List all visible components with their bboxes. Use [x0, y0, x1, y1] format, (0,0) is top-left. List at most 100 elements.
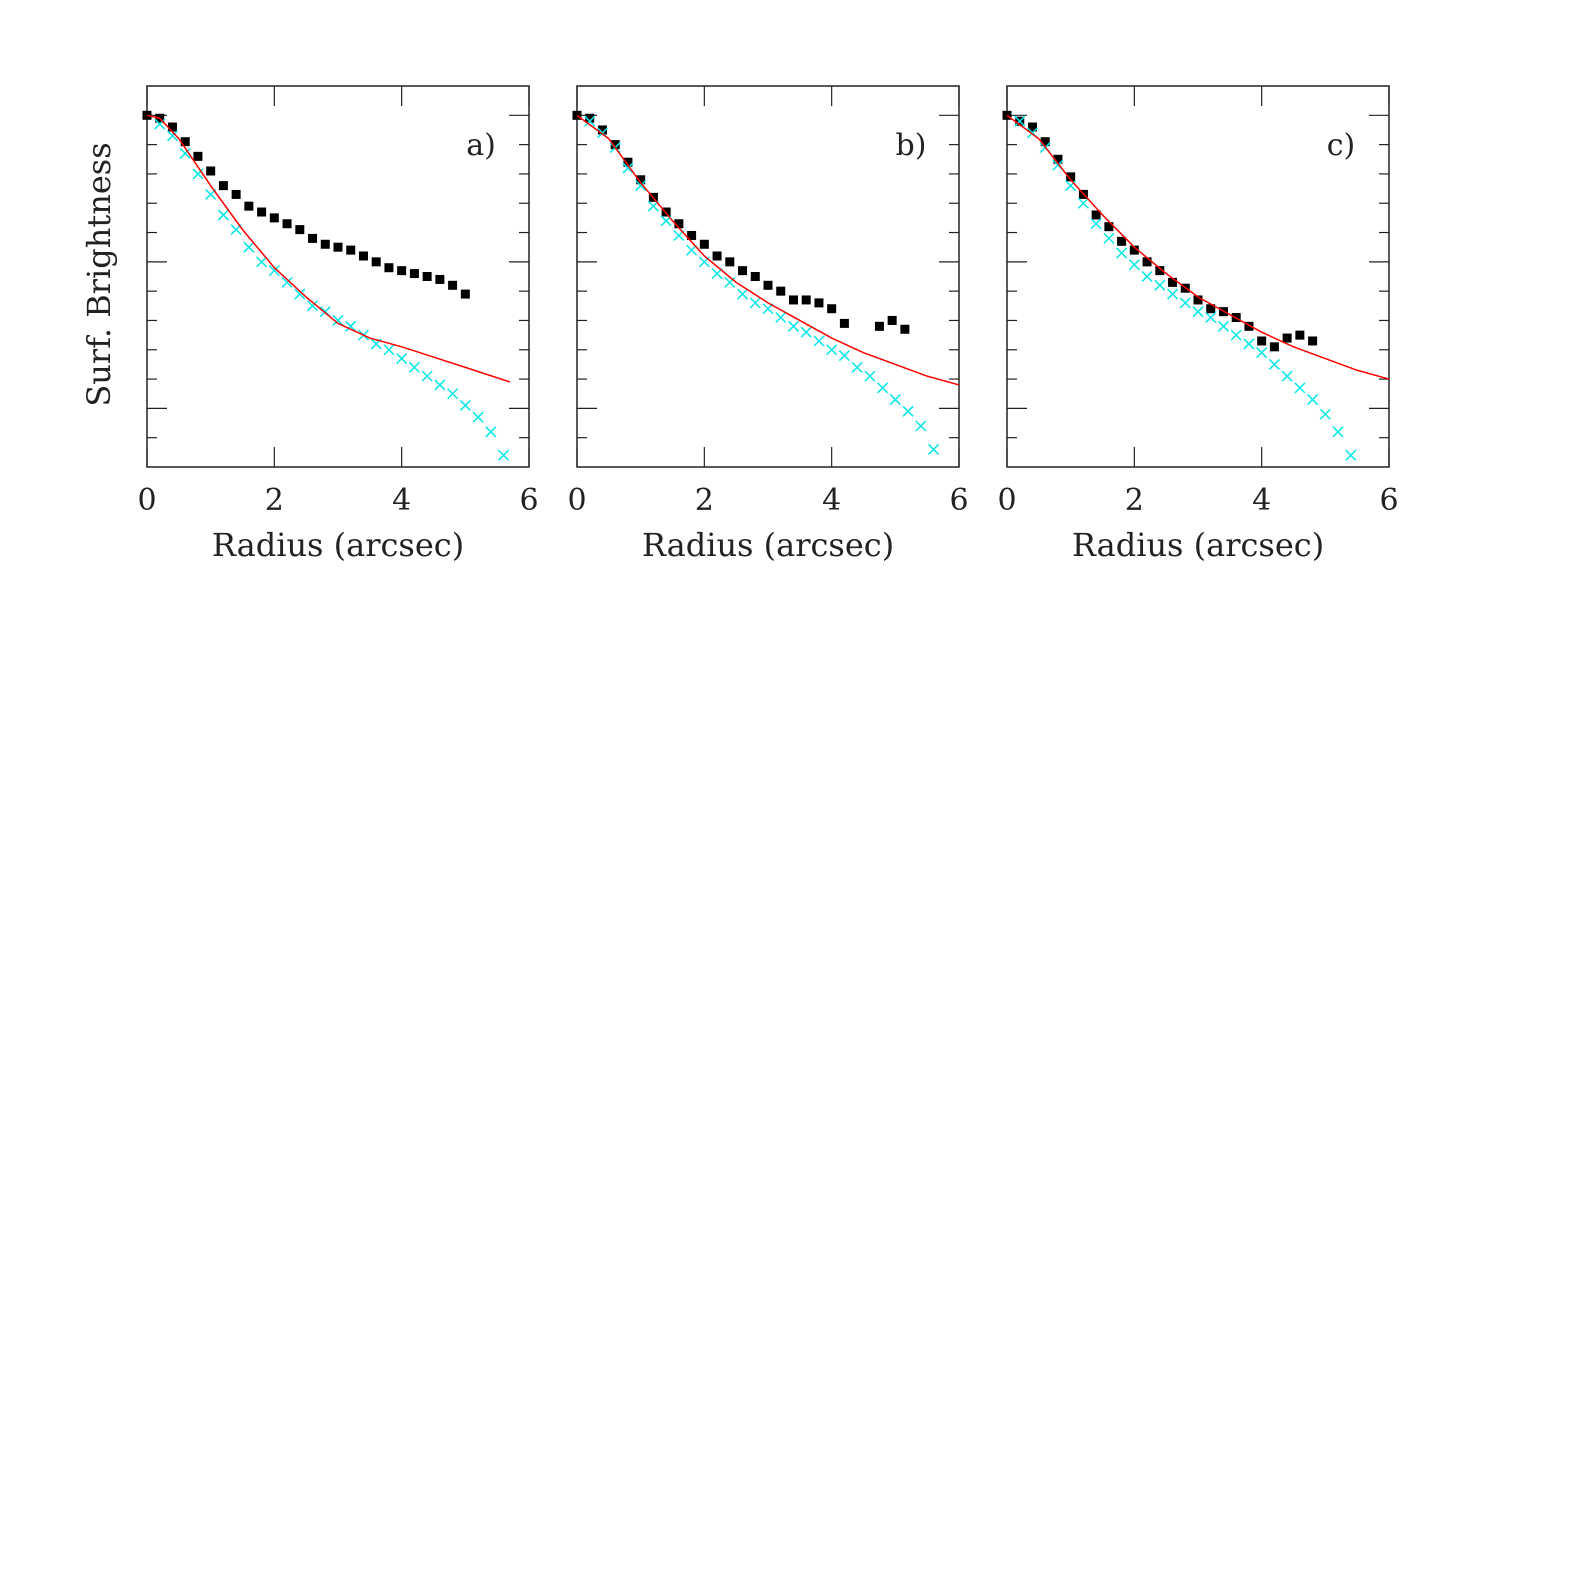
cross-point: [332, 314, 344, 326]
square-point: [738, 266, 748, 276]
cross-point: [1268, 358, 1280, 370]
cross-point: [724, 276, 736, 288]
cross-point: [787, 320, 799, 332]
cross-point: [1166, 288, 1179, 300]
square-point: [384, 263, 394, 273]
cross-point: [396, 353, 408, 365]
square-point: [409, 269, 419, 279]
square-point: [750, 272, 760, 281]
x-tick-label: 0: [567, 483, 586, 518]
cross-point: [584, 115, 596, 127]
cross-point: [1294, 382, 1306, 394]
cross-point: [1065, 180, 1077, 192]
square-point: [346, 245, 356, 255]
cross-point: [459, 399, 471, 411]
square-point: [776, 286, 786, 296]
model-line: [1006, 114, 1390, 380]
cross-point: [877, 382, 889, 394]
cross-point: [268, 265, 280, 277]
cross-point: [864, 370, 876, 382]
square-point: [1282, 333, 1292, 343]
square-point: [1155, 266, 1165, 276]
square-point: [1091, 210, 1101, 220]
x-tick-label: 2: [1125, 483, 1144, 518]
cross-point: [1077, 197, 1089, 209]
square-point: [763, 280, 773, 290]
cross-point: [635, 180, 647, 192]
cross-point: [1103, 232, 1115, 244]
square-point: [900, 324, 910, 334]
square-point: [1117, 236, 1127, 246]
x-tick-label: 4: [822, 483, 841, 518]
x-axis-label: Radius (arcsec): [642, 526, 894, 564]
square-point: [1295, 330, 1305, 340]
square-point: [295, 225, 305, 235]
cross-point: [498, 449, 510, 461]
cross-point: [1179, 297, 1191, 309]
cross-point: [434, 379, 446, 391]
square-point: [1142, 257, 1152, 267]
cross-point: [838, 350, 850, 362]
x-tick-label: 2: [265, 483, 284, 518]
square-point: [282, 219, 292, 229]
cross-point: [421, 370, 433, 382]
square-point: [687, 230, 697, 240]
square-point: [218, 181, 228, 191]
panel: 0 2 4 6 Radius (arcsec) c): [997, 85, 1399, 564]
square-point: [206, 166, 216, 176]
x-tick-label: 0: [137, 483, 156, 518]
cross-point: [1256, 347, 1268, 359]
square-point: [623, 157, 633, 167]
plot-frame: [146, 85, 530, 468]
x-tick-label: 2: [695, 483, 714, 518]
square-point: [269, 213, 279, 223]
cross-point: [1192, 306, 1204, 318]
square-point: [1066, 172, 1076, 182]
panel-label: c): [1327, 128, 1356, 163]
square-point: [1257, 336, 1267, 346]
model-line: [576, 114, 960, 386]
square-point: [167, 122, 177, 132]
square-point: [699, 239, 709, 249]
square-point: [788, 295, 798, 305]
square-point: [1206, 304, 1216, 314]
square-point: [231, 189, 241, 199]
square-point: [333, 242, 343, 252]
y-axis-label: Surf. Brightness: [80, 142, 118, 406]
panel: 0 2 4 6 Radius (arcsec) Surf. Brightness a): [80, 85, 539, 564]
x-tick-label: 0: [997, 483, 1016, 518]
square-point: [1269, 342, 1279, 352]
square-point: [674, 219, 684, 229]
cross-point: [1243, 338, 1255, 350]
cross-point: [192, 168, 204, 180]
panel-label: b): [896, 128, 927, 163]
cross-point: [217, 209, 229, 221]
panel: 0 2 4 6 Radius (arcsec) b): [567, 85, 969, 564]
square-point: [597, 125, 607, 135]
square-point: [636, 175, 646, 185]
square-point: [1129, 245, 1139, 255]
square-point: [839, 318, 849, 328]
square-point: [448, 280, 458, 290]
square-point: [1104, 222, 1114, 232]
cross-point: [1319, 408, 1331, 420]
cross-point: [1332, 426, 1344, 438]
square-point: [460, 289, 470, 299]
cross-point: [1281, 370, 1293, 382]
cross-point: [179, 147, 191, 159]
square-point: [308, 233, 318, 243]
cross-point: [408, 361, 420, 373]
x-axis-label: Radius (arcsec): [1072, 526, 1324, 564]
cross-point: [1307, 394, 1319, 406]
cross-point: [166, 130, 178, 142]
x-tick-label: 4: [392, 483, 411, 518]
cross-point: [1345, 449, 1357, 461]
cross-point: [1116, 247, 1128, 259]
plot-frame: [576, 85, 960, 468]
square-point: [371, 257, 381, 267]
cross-point: [472, 411, 484, 423]
square-point: [1308, 336, 1318, 346]
cross-point: [737, 288, 749, 300]
cross-point: [1141, 270, 1153, 283]
cross-point: [813, 335, 825, 347]
